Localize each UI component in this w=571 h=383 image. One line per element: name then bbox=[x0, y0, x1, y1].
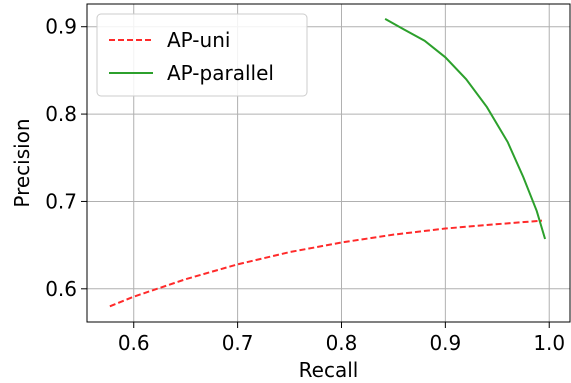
legend: AP-uni AP-parallel bbox=[96, 13, 308, 97]
x-tick-label: 0.9 bbox=[429, 331, 461, 355]
y-axis-label: Precision bbox=[10, 118, 34, 207]
x-tick-label: 1.0 bbox=[533, 331, 565, 355]
x-tick-label: 0.6 bbox=[118, 331, 150, 355]
series-layer bbox=[109, 17, 547, 308]
y-tick-label: 0.6 bbox=[45, 277, 77, 301]
y-tick-label: 0.7 bbox=[45, 189, 77, 213]
series-line-ap-uni bbox=[109, 219, 543, 308]
y-tick-label: 0.9 bbox=[45, 15, 77, 39]
axes: 0.6 0.7 0.8 0.9 1.0 0.6 0.7 0.8 0.9 bbox=[45, 3, 571, 355]
x-tick-label: 0.8 bbox=[326, 331, 358, 355]
y-tick-label: 0.8 bbox=[45, 102, 77, 126]
plot-frame bbox=[86, 3, 571, 323]
legend-label: AP-uni bbox=[167, 28, 230, 52]
x-tick-label: 0.7 bbox=[222, 331, 254, 355]
legend-box bbox=[96, 13, 308, 97]
legend-label: AP-parallel bbox=[167, 61, 274, 85]
x-axis-label: Recall bbox=[299, 358, 359, 382]
series-line-ap-parallel bbox=[384, 17, 547, 240]
